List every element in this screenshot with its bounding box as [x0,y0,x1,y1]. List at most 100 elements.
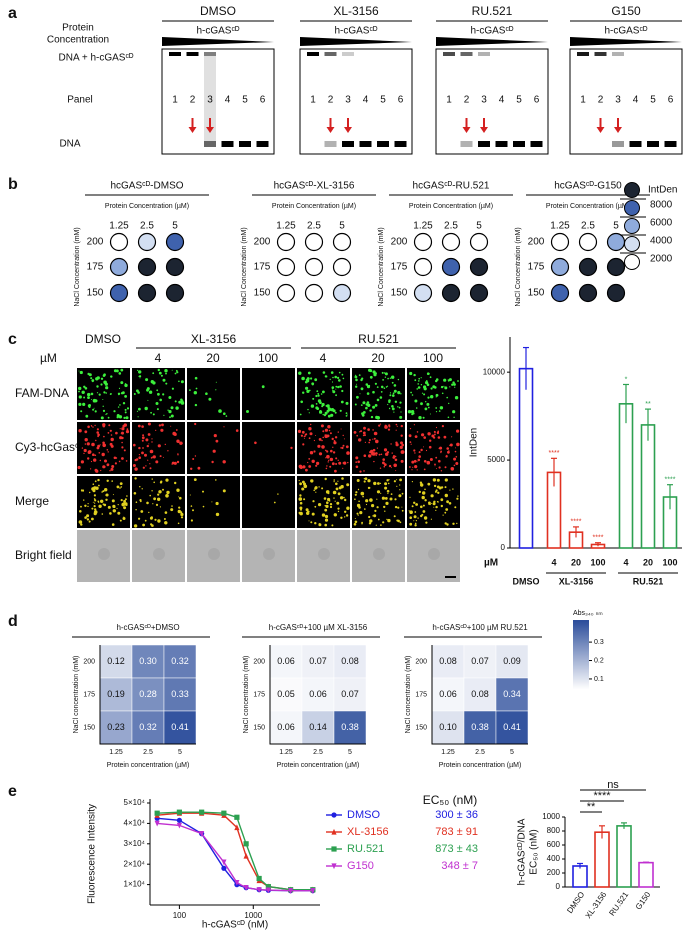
speckle [339,496,344,500]
speckle [116,416,119,419]
band [594,52,607,56]
speckle [123,506,127,510]
cell-label: 0.23 [107,722,125,732]
speckle [453,416,455,418]
speckle [449,386,451,388]
speckle [368,384,371,387]
speckle [388,399,391,402]
speckle [418,451,421,454]
micrograph [407,368,460,420]
legend-title: IntDen [648,185,677,196]
speckle [455,462,459,465]
speckle [92,408,95,411]
speckle [432,502,436,506]
column-label: 5 [339,221,345,232]
axis-label: Protein Concentration (µM) [409,203,493,210]
speckle [150,523,153,526]
x-tick-label: 100 [662,557,677,567]
speckle [100,499,104,503]
speckle [325,404,328,407]
speckle [423,446,424,448]
cell-label: 0.07 [471,656,489,666]
speckle [88,521,90,523]
colorbar-step [573,664,589,667]
speckle [117,406,120,408]
marker [234,879,240,886]
speckle [366,392,370,395]
speckle [326,501,329,505]
speckle [100,416,104,420]
speckle [164,369,168,373]
speckle [92,501,94,503]
heatmap-cell [269,677,303,712]
heatmap-cell [463,677,497,712]
heatmap-cell [131,644,165,679]
speckle [302,443,305,446]
speckle [392,456,396,459]
lane-number: 4 [499,95,505,106]
speckle [388,464,392,468]
speckle [124,395,127,398]
speckle [97,478,100,482]
cell-label: 0.06 [277,656,295,666]
speckle [435,396,437,398]
speckle [151,441,153,443]
colorbar-step [573,650,589,653]
speckle [315,491,317,493]
colorbar-step [573,622,589,625]
speckle [135,501,138,504]
marker [243,885,249,891]
speckle [98,504,102,508]
cell-label: 0.19 [107,689,125,699]
speckle [387,518,391,523]
y-tick-label: 5×10⁴ [124,798,146,807]
speckle [363,426,366,430]
cell-label: 0.38 [341,722,359,732]
speckle [372,405,376,409]
speckle [330,408,335,412]
speckle [202,490,204,493]
speckle [372,448,376,452]
colorbar-step [573,672,589,675]
speckle [383,465,386,468]
speckle [435,489,438,492]
speckle [370,415,374,419]
speckle [86,442,90,446]
speckle [339,385,342,388]
speckle [448,402,450,405]
cell-label: 0.08 [341,656,359,666]
speckle [147,433,151,436]
marker [288,888,294,894]
heatmap-cell [463,644,497,679]
speckle [132,464,136,467]
band [342,141,354,147]
speckle [90,392,94,396]
speckle [305,386,309,390]
micrograph [297,368,350,420]
speckle [322,413,325,416]
speckle [430,387,433,390]
speckle [452,488,454,490]
speckle [117,392,121,395]
speckle [367,428,370,431]
speckle [332,451,336,454]
speckle [383,448,388,452]
legend-title: EC₅₀ (nM) [423,793,477,807]
speckle [427,432,431,436]
speckle [136,410,139,412]
speckle [400,441,403,445]
band [221,141,234,147]
micrograph-detail [208,548,220,560]
arrow-head [614,127,622,133]
speckle [334,500,336,502]
speckle [359,510,363,515]
speckle [318,503,322,507]
speckle [166,490,170,495]
speckle [329,503,333,506]
colorbar-step [573,630,589,633]
significance: **** [571,519,582,526]
speckle [118,372,122,375]
speckle [195,387,198,390]
heatmap-cell [301,677,335,712]
speckle [325,490,330,494]
